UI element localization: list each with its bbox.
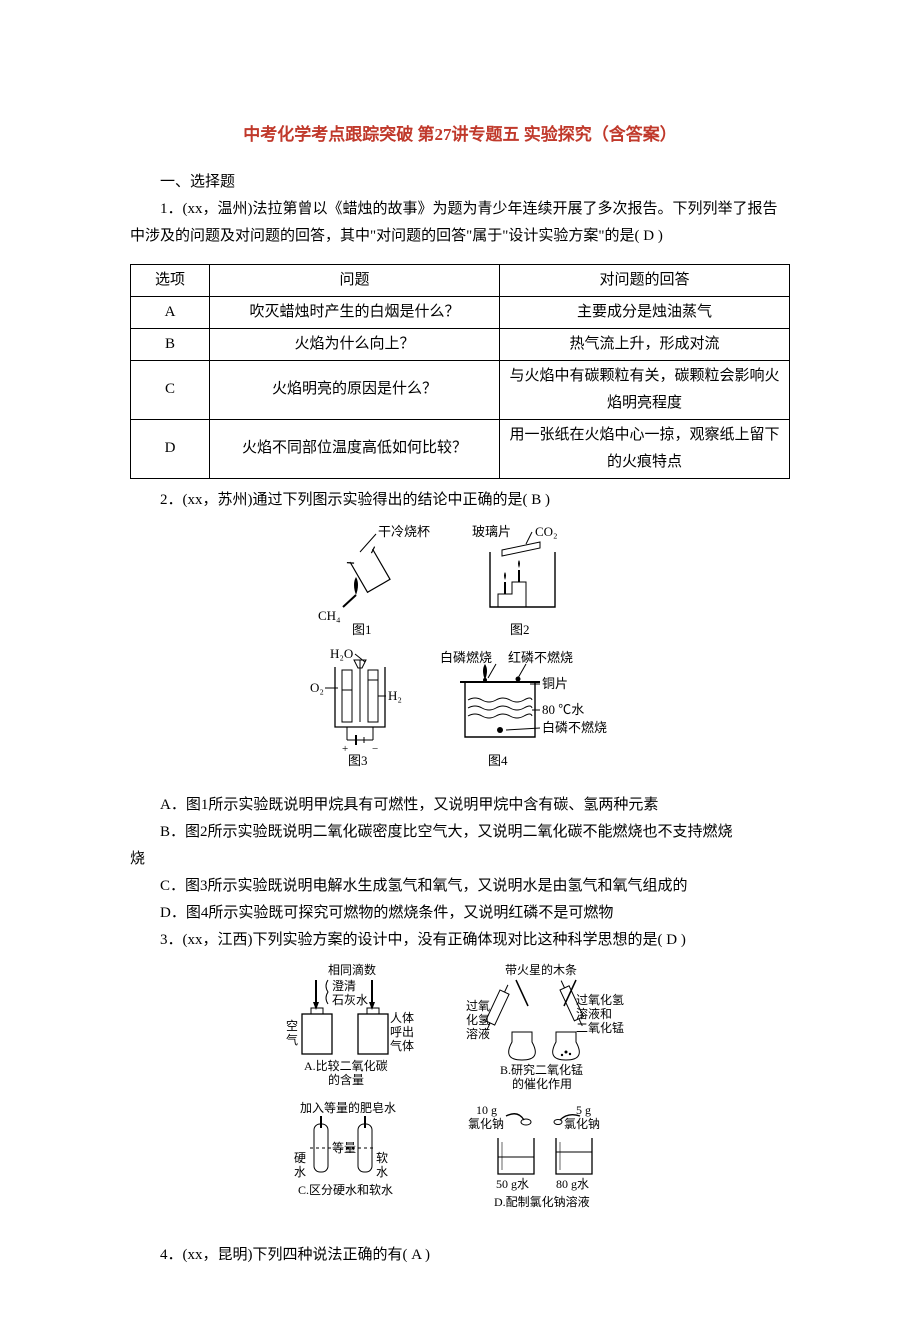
label-80c: 80 ℃水 [542,702,584,717]
cell: 火焰不同部位温度高低如何比较？ [210,419,500,478]
label-hard-2: 水 [294,1165,306,1179]
q2-figure: 干冷烧杯 CH₄ 图1 玻璃片 CO₂ [130,522,790,782]
label-equal: 等量 [332,1141,356,1155]
cell: 主要成分是烛油蒸气 [500,296,790,328]
table-row: A 吹灭蜡烛时产生的白烟是什么？ 主要成分是烛油蒸气 [131,296,790,328]
label-breath-2: 呼出 [390,1025,414,1039]
label-h2o2-2c: 二氧化锰 [576,1020,624,1035]
label-glass: 玻璃片 [472,524,511,539]
label-h2o2-2b: 溶液和 [576,1006,612,1021]
cell: 火焰明亮的原因是什么？ [210,360,500,419]
q3-figure: 相同滴数 澄清 石灰水 空 气 人体 呼出 气体 A.比较二氧化碳 的含量 带火… [130,962,790,1232]
q2-diagram-svg: 干冷烧杯 CH₄ 图1 玻璃片 CO₂ [280,522,640,772]
label-whitep-burn: 白磷燃烧 [440,650,492,665]
q3b-caption-1: B.研究二氧化锰 [500,1062,583,1077]
label-breath-1: 人体 [390,1011,414,1025]
fig3-group: H₂O O₂ H₂ + − 图3 [310,646,402,768]
q1-table: 选项 问题 对问题的回答 A 吹灭蜡烛时产生的白烟是什么？ 主要成分是烛油蒸气 … [130,264,790,479]
label-fig2: 图2 [510,622,530,637]
label-h2o2-1c: 溶液 [466,1026,490,1041]
cell: A [131,296,210,328]
table-row: B 火焰为什么向上？ 热气流上升，形成对流 [131,328,790,360]
table-row: C 火焰明亮的原因是什么？ 与火焰中有碳颗粒有关，碳颗粒会影响火焰明亮程度 [131,360,790,419]
label-soft-2: 水 [376,1165,388,1179]
label-h2o2-2a: 过氧化氢 [576,992,624,1007]
q3b-caption-2: 的催化作用 [512,1076,572,1091]
label-copper: 铜片 [542,676,568,691]
cell: C [131,360,210,419]
label-nacl10-1: 10 g [476,1103,497,1117]
q3a-caption-1: A.比较二氧化碳 [304,1058,388,1073]
svg-text:−: − [372,743,378,755]
th-answer: 对问题的回答 [500,264,790,296]
section-heading: 一、选择题 [130,169,790,196]
label-h2o2-1b: 化氢 [466,1012,490,1027]
q3-diagram-svg: 相同滴数 澄清 石灰水 空 气 人体 呼出 气体 A.比较二氧化碳 的含量 带火… [280,962,640,1222]
label-air-2: 气 [286,1032,298,1047]
cell: 热气流上升，形成对流 [500,328,790,360]
q2-stem: 2．(xx，苏州)通过下列图示实验得出的结论中正确的是( B ) [130,487,790,514]
label-hard-1: 硬 [294,1151,306,1165]
label-h2: H₂ [388,688,402,703]
q3d-group: 10 g 氯化钠 5 g 氯化钠 50 g水 80 g水 D.配制氯化钠溶液 [468,1103,600,1209]
label-fig1: 图1 [352,622,372,637]
q3a-group: 相同滴数 澄清 石灰水 空 气 人体 呼出 气体 A.比较二氧化碳 的含量 [286,962,414,1087]
label-fig4: 图4 [488,753,508,768]
label-soap: 加入等量的肥皂水 [300,1100,396,1115]
q2-option-b-wrap: 烧 [130,846,790,873]
label-air-1: 空 [286,1019,298,1033]
q3c-group: 加入等量的肥皂水 等量 硬 水 软 水 C.区分硬水和软水 [294,1100,396,1197]
q3-stem: 3．(xx，江西)下列实验方案的设计中，没有正确体现对比这种科学思想的是( D … [130,927,790,954]
cell: 与火焰中有碳颗粒有关，碳颗粒会影响火焰明亮程度 [500,360,790,419]
label-whitep-noburn: 白磷不燃烧 [542,720,607,735]
q2-option-d: D．图4所示实验既可探究可燃物的燃烧条件，又说明红磷不是可燃物 [130,900,790,927]
q3d-caption: D.配制氯化钠溶液 [494,1194,590,1209]
table-header-row: 选项 问题 对问题的回答 [131,264,790,296]
q4-stem: 4．(xx，昆明)下列四种说法正确的有( A ) [130,1242,790,1269]
label-o2: O₂ [310,680,324,695]
label-redp-noburn: 红磷不燃烧 [508,650,573,665]
page-title: 中考化学考点跟踪突破 第27讲专题五 实验探究（含答案） [130,120,790,151]
q3c-caption: C.区分硬水和软水 [298,1183,393,1197]
label-spark-stick: 带火星的木条 [505,962,577,977]
label-breath-3: 气体 [390,1038,414,1053]
table-row: D 火焰不同部位温度高低如何比较？ 用一张纸在火焰中心一掠，观察纸上留下的火痕特… [131,419,790,478]
cell: B [131,328,210,360]
label-limewater-1: 澄清 [332,978,356,993]
label-h2o2-1a: 过氧 [466,999,490,1013]
label-co2: CO₂ [535,524,558,539]
label-h2o: H₂O [330,646,353,661]
cell: 吹灭蜡烛时产生的白烟是什么？ [210,296,500,328]
label-limewater-2: 石灰水 [332,993,368,1007]
label-fig3: 图3 [348,753,368,768]
cell: 用一张纸在火焰中心一掠，观察纸上留下的火痕特点 [500,419,790,478]
label-dry-beaker: 干冷烧杯 [378,524,430,539]
fig2-group: 玻璃片 CO₂ 图2 [472,524,558,637]
label-w80: 80 g水 [556,1177,589,1191]
fig4-group: 白磷燃烧 红磷不燃烧 铜片 80 ℃水 白磷不燃烧 图4 [440,650,607,768]
label-w50: 50 g水 [496,1177,529,1191]
th-question: 问题 [210,264,500,296]
cell: 火焰为什么向上？ [210,328,500,360]
q2-option-a: A．图1所示实验既说明甲烷具有可燃性，又说明甲烷中含有碳、氢两种元素 [130,792,790,819]
label-same-drops: 相同滴数 [328,962,376,977]
label-nacl10-2: 氯化钠 [468,1116,504,1131]
q2-option-c: C．图3所示实验既说明电解水生成氢气和氧气，又说明水是由氢气和氧气组成的 [130,873,790,900]
th-option: 选项 [131,264,210,296]
label-ch4: CH₄ [318,608,341,623]
q1-stem: 1．(xx，温州)法拉第曾以《蜡烛的故事》为题为青少年连续开展了多次报告。下列列… [130,196,790,250]
fig1-group: 干冷烧杯 CH₄ 图1 [318,524,430,637]
label-nacl5-2: 氯化钠 [564,1116,600,1131]
q3a-caption-2: 的含量 [328,1072,364,1087]
q3b-group: 带火星的木条 过氧 化氢 溶液 过氧化氢 溶液和 二氧化锰 [466,962,624,1091]
label-soft-1: 软 [376,1151,388,1165]
cell: D [131,419,210,478]
q2-option-b: B．图2所示实验既说明二氧化碳密度比空气大，又说明二氧化碳不能燃烧也不支持燃烧 [130,819,790,846]
